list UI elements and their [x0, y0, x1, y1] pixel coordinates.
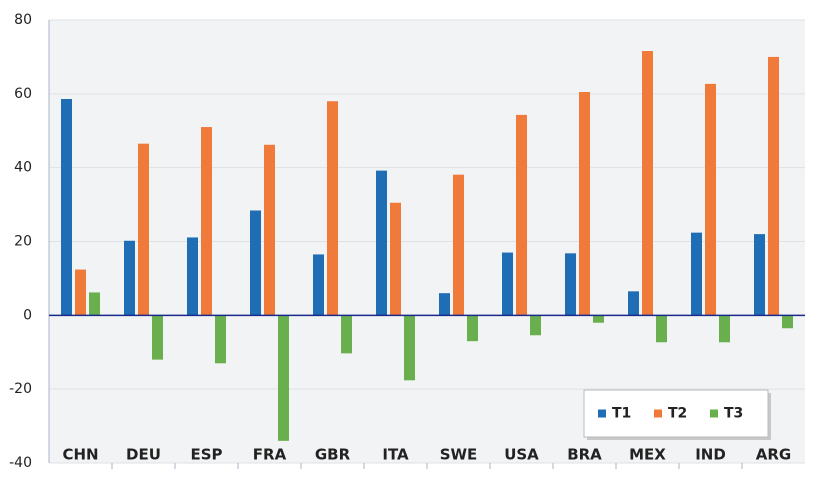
bar	[250, 210, 261, 316]
bar	[705, 83, 716, 316]
y-tick-label: -20	[9, 381, 32, 397]
bar	[404, 315, 415, 381]
legend-label: T1	[612, 406, 631, 422]
bar	[453, 174, 464, 316]
bar	[264, 144, 275, 316]
x-tick-label: USA	[504, 446, 539, 464]
x-tick-label: GBR	[315, 446, 351, 464]
bar	[138, 143, 149, 316]
bar	[642, 51, 653, 316]
bar	[124, 240, 135, 316]
bar	[628, 291, 639, 316]
bar	[215, 315, 226, 364]
x-tick-label: FRA	[253, 446, 287, 464]
bar	[201, 127, 212, 316]
legend-swatch	[654, 409, 662, 418]
bar	[376, 170, 387, 316]
bar	[439, 293, 450, 316]
bar	[782, 315, 793, 329]
bar	[516, 114, 527, 316]
bar	[61, 99, 72, 316]
x-tick-label: DEU	[126, 446, 161, 464]
bar	[691, 232, 702, 316]
legend-swatch	[710, 409, 718, 418]
bar	[719, 315, 730, 343]
x-tick-label: ARG	[756, 446, 791, 464]
bar	[327, 101, 338, 316]
bar	[341, 315, 352, 354]
bar	[754, 234, 765, 316]
bar	[768, 56, 779, 316]
bar	[313, 254, 324, 316]
legend-label: T3	[724, 406, 743, 422]
bar	[593, 315, 604, 323]
y-tick-label: 0	[23, 307, 32, 323]
x-tick-label: SWE	[440, 446, 478, 464]
x-tick-label: ESP	[190, 446, 222, 464]
x-tick-label: MEX	[629, 446, 666, 464]
x-tick-label: IND	[695, 446, 726, 464]
x-tick-label: BRA	[567, 446, 602, 464]
y-tick-label: 80	[14, 12, 32, 28]
bar	[502, 252, 513, 316]
x-tick-label: CHN	[62, 446, 98, 464]
legend: T1 T2 T3	[583, 389, 771, 440]
bar	[565, 253, 576, 316]
bar	[530, 315, 541, 336]
legend-label: T2	[668, 406, 687, 422]
bar	[278, 315, 289, 441]
x-tick-label: ITA	[382, 446, 409, 464]
y-tick-label: -40	[9, 455, 32, 471]
y-tick-label: 20	[14, 234, 32, 250]
bar	[75, 269, 86, 316]
legend-swatch	[598, 409, 606, 418]
y-tick-label: 40	[14, 160, 32, 176]
bar	[656, 315, 667, 343]
bar	[89, 292, 100, 316]
legend-box	[583, 389, 769, 438]
bar	[467, 315, 478, 342]
bar	[187, 237, 198, 316]
bar	[390, 202, 401, 316]
bar	[152, 315, 163, 360]
bar	[579, 91, 590, 316]
y-tick-label: 60	[14, 86, 32, 102]
